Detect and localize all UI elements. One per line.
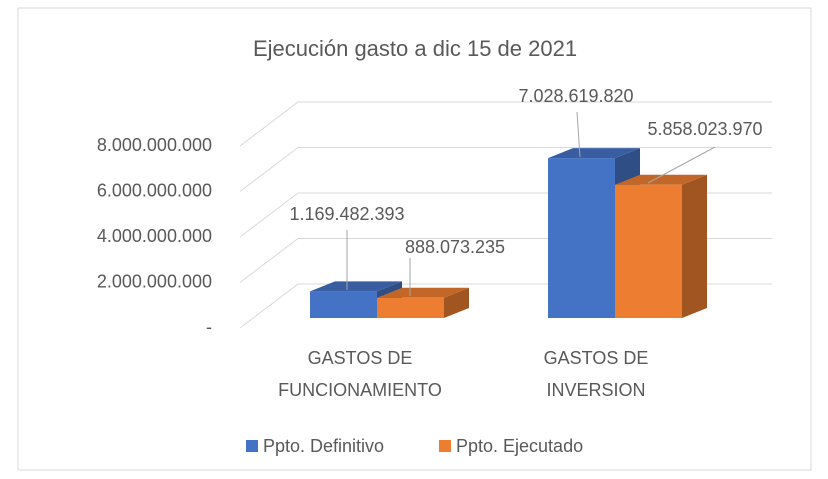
grid-line: [239, 147, 772, 192]
x-tick-label: GASTOS DE FUNCIONAMIENTO: [278, 348, 442, 400]
leader-line: [576, 111, 581, 158]
y-tick-label: 8.000.000.000: [97, 135, 212, 155]
legend-swatch: [439, 440, 451, 452]
legend-swatch: [246, 440, 258, 452]
bar-top: [548, 148, 640, 159]
y-tick-label: -: [206, 317, 212, 337]
y-tick-label: 6.000.000.000: [97, 180, 212, 200]
bar-side: [682, 174, 707, 318]
legend-label: Ppto. Ejecutado: [456, 436, 583, 456]
grid-line: [239, 101, 772, 147]
data-label: 888.073.235: [405, 237, 505, 257]
bar-top: [377, 287, 469, 298]
bar: [377, 297, 444, 318]
chart-border: [17, 7, 812, 471]
bar: [548, 158, 615, 318]
bar-top: [310, 281, 402, 292]
bar: [615, 184, 682, 318]
bar: [310, 291, 377, 318]
leader-line: [647, 146, 716, 184]
legend-label: Ppto. Definitivo: [263, 436, 384, 456]
data-label: 5.858.023.970: [647, 119, 762, 139]
data-label: 1.169.482.393: [289, 204, 404, 224]
chart-title: Ejecución gasto a dic 15 de 2021: [253, 36, 577, 61]
y-tick-label: 2.000.000.000: [97, 271, 212, 291]
x-tick-label: GASTOS DE INVERSION: [543, 348, 649, 400]
data-label: 7.028.619.820: [518, 86, 633, 106]
bar-top: [615, 174, 707, 185]
y-tick-label: 4.000.000.000: [97, 226, 212, 246]
bar-side: [444, 287, 469, 318]
